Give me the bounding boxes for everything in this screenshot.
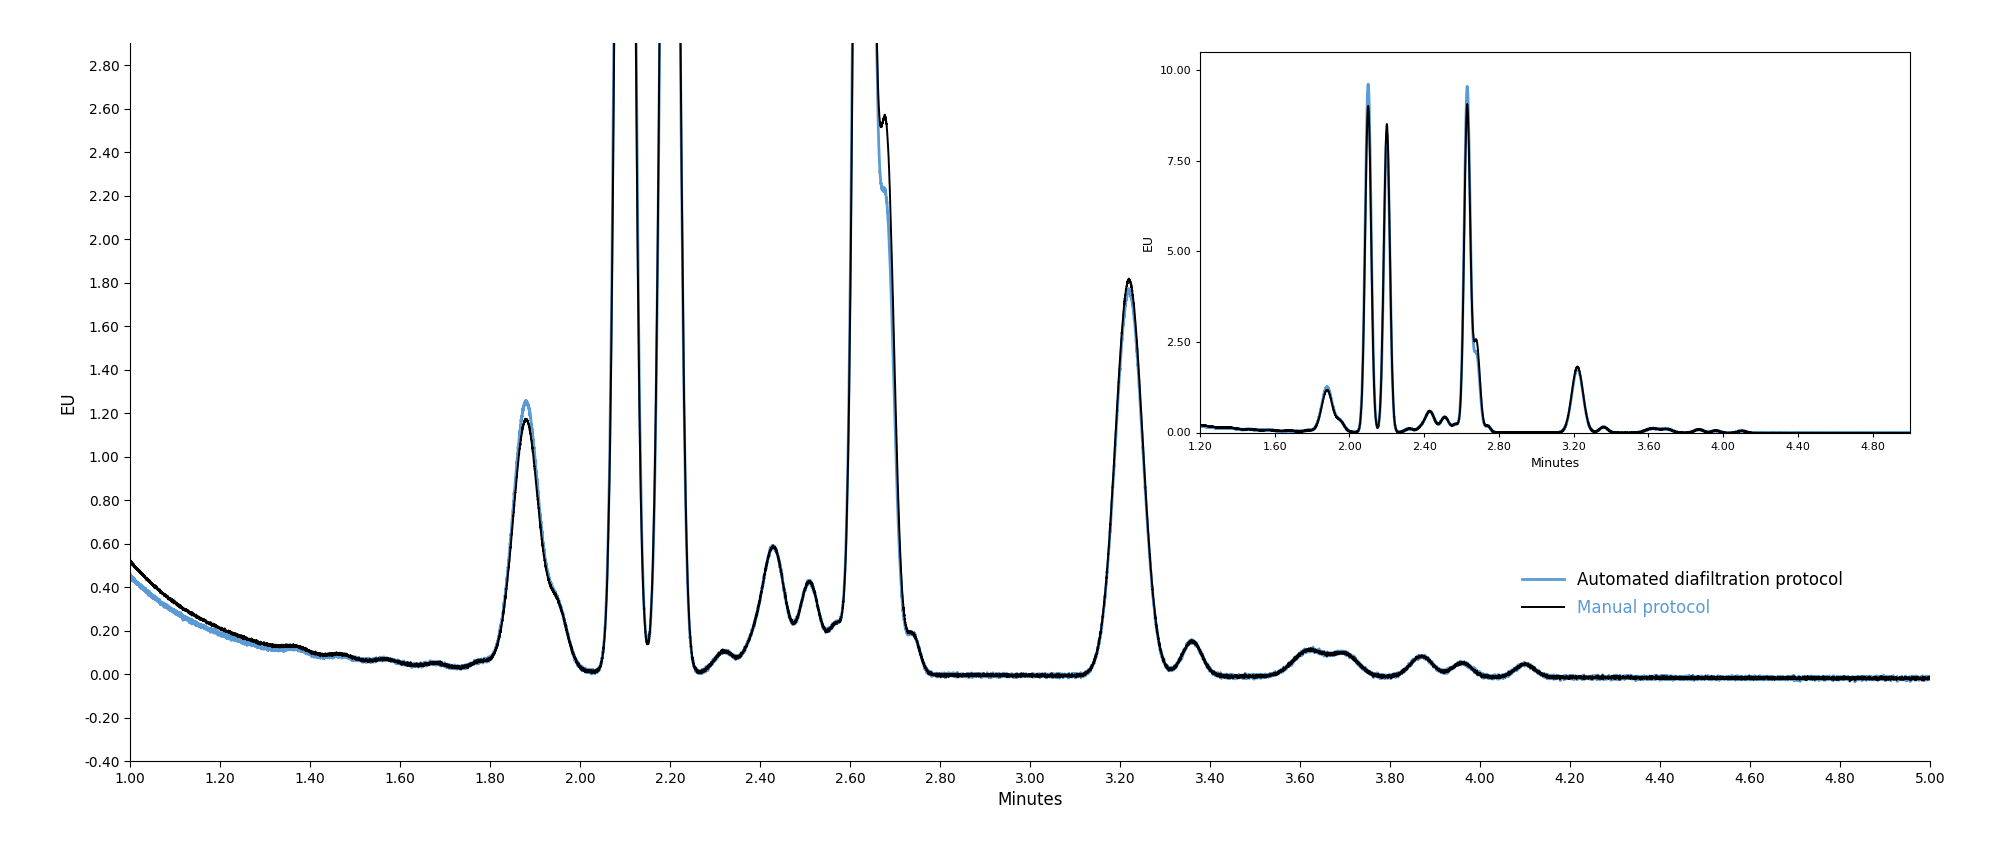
Automated diafiltration protocol (970, 670, 994, 680)
Manual protocol (566, 659, 590, 670)
Manual protocol (118, 554, 142, 565)
Legend: Automated diafiltration protocol, Manual protocol: Automated diafiltration protocol, Manual… (1516, 564, 1850, 624)
Line: Manual protocol: Manual protocol (130, 0, 1930, 681)
Automated diafiltration protocol (118, 569, 142, 580)
Manual protocol (1802, 674, 1826, 684)
Automated diafiltration protocol (566, 658, 590, 669)
Automated diafiltration protocol (1274, 663, 1298, 674)
X-axis label: Minutes: Minutes (998, 791, 1062, 809)
Automated diafiltration protocol (1802, 674, 1826, 684)
X-axis label: Minutes: Minutes (1530, 457, 1580, 470)
Automated diafiltration protocol (1406, 652, 1430, 663)
Automated diafiltration protocol (1842, 676, 1866, 687)
Manual protocol (970, 670, 994, 680)
Manual protocol (1274, 663, 1298, 673)
Manual protocol (1918, 674, 1942, 684)
Y-axis label: EU: EU (60, 391, 78, 413)
Automated diafiltration protocol (1206, 671, 1230, 682)
Line: Automated diafiltration protocol: Automated diafiltration protocol (130, 0, 1930, 682)
Automated diafiltration protocol (1918, 674, 1942, 684)
Manual protocol (1838, 676, 1862, 686)
Y-axis label: EU: EU (1142, 234, 1156, 251)
Manual protocol (1206, 670, 1230, 681)
Manual protocol (1406, 652, 1430, 663)
